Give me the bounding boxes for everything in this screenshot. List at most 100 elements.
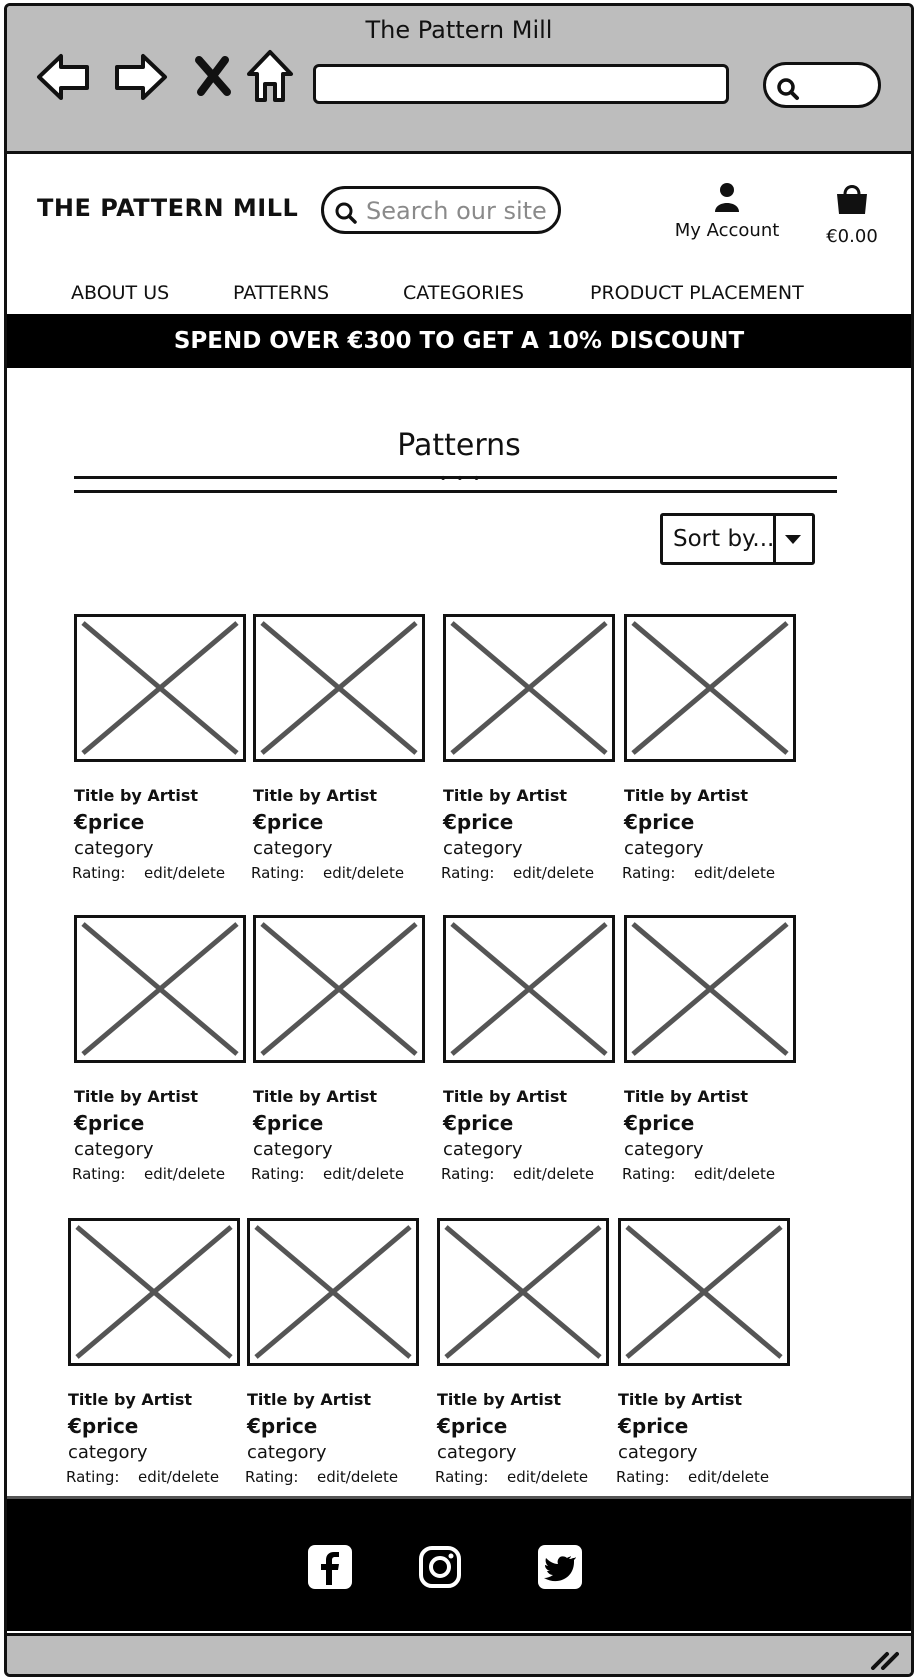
product-price: €price bbox=[74, 1111, 145, 1135]
product-rating: Rating: bbox=[72, 1165, 126, 1183]
product-price: €price bbox=[253, 1111, 324, 1135]
product-category: category bbox=[68, 1442, 148, 1463]
product-image-placeholder[interactable] bbox=[624, 915, 796, 1063]
twitter-icon[interactable] bbox=[538, 1545, 582, 1589]
product-category: category bbox=[618, 1442, 698, 1463]
product-price: €price bbox=[624, 810, 695, 834]
product-rating: Rating: bbox=[72, 864, 126, 882]
cart-link[interactable]: €0.00 bbox=[812, 182, 892, 247]
nav-item-about-us[interactable]: ABOUT US bbox=[71, 282, 170, 304]
product-image-placeholder[interactable] bbox=[443, 915, 615, 1063]
user-icon bbox=[715, 183, 739, 212]
title-divider-top bbox=[74, 476, 837, 479]
product-image-placeholder[interactable] bbox=[437, 1218, 609, 1366]
edit-delete-link[interactable]: edit/delete bbox=[144, 864, 226, 882]
page-title: Patterns bbox=[397, 428, 521, 463]
product-price: €price bbox=[443, 1111, 514, 1135]
edit-delete-link[interactable]: edit/delete bbox=[513, 1165, 595, 1183]
product-rating: Rating: bbox=[251, 864, 305, 882]
promo-banner: SPEND OVER €300 TO GET A 10% DISCOUNT bbox=[7, 314, 911, 368]
browser-status-bar bbox=[7, 1633, 911, 1674]
home-icon[interactable] bbox=[245, 48, 295, 108]
product-image-placeholder[interactable] bbox=[443, 614, 615, 762]
product-title[interactable]: Title by Artist bbox=[624, 786, 748, 805]
product-category: category bbox=[624, 1139, 704, 1160]
product-image-placeholder[interactable] bbox=[253, 915, 425, 1063]
product-image-placeholder[interactable] bbox=[618, 1218, 790, 1366]
product-image-placeholder[interactable] bbox=[253, 614, 425, 762]
browser-toolbar: The Pattern Mill bbox=[7, 6, 911, 154]
footer bbox=[7, 1496, 911, 1631]
product-image-placeholder[interactable] bbox=[247, 1218, 419, 1366]
edit-delete-link[interactable]: edit/delete bbox=[317, 1468, 399, 1486]
shopping-bag-icon bbox=[837, 185, 867, 214]
nav-item-product-placement[interactable]: PRODUCT PLACEMENT bbox=[590, 282, 804, 304]
window-title: The Pattern Mill bbox=[365, 16, 553, 44]
product-price: €price bbox=[624, 1111, 695, 1135]
product-title[interactable]: Title by Artist bbox=[253, 1087, 377, 1106]
product-rating: Rating: bbox=[441, 1165, 495, 1183]
product-rating: Rating: bbox=[435, 1468, 489, 1486]
edit-delete-link[interactable]: edit/delete bbox=[323, 864, 405, 882]
resize-grip-icon[interactable] bbox=[869, 1648, 899, 1670]
site-logo[interactable]: THE PATTERN MILL bbox=[37, 194, 299, 222]
edit-delete-link[interactable]: edit/delete bbox=[323, 1165, 405, 1183]
product-category: category bbox=[253, 838, 333, 859]
product-price: €price bbox=[443, 810, 514, 834]
product-image-placeholder[interactable] bbox=[74, 915, 246, 1063]
edit-delete-link[interactable]: edit/delete bbox=[694, 864, 776, 882]
product-price: €price bbox=[68, 1414, 139, 1438]
edit-delete-link[interactable]: edit/delete bbox=[507, 1468, 589, 1486]
product-price: €price bbox=[253, 810, 324, 834]
edit-delete-link[interactable]: edit/delete bbox=[138, 1468, 220, 1486]
edit-delete-link[interactable]: edit/delete bbox=[513, 864, 595, 882]
nav-item-categories[interactable]: CATEGORIES bbox=[403, 282, 524, 304]
product-title[interactable]: Title by Artist bbox=[74, 1087, 198, 1106]
product-price: €price bbox=[74, 810, 145, 834]
product-price: €price bbox=[437, 1414, 508, 1438]
product-rating: Rating: bbox=[622, 1165, 676, 1183]
product-image-placeholder[interactable] bbox=[74, 614, 246, 762]
product-title[interactable]: Title by Artist bbox=[247, 1390, 371, 1409]
product-title[interactable]: Title by Artist bbox=[443, 786, 567, 805]
account-link[interactable]: My Account bbox=[667, 182, 787, 241]
product-rating: Rating: bbox=[616, 1468, 670, 1486]
product-rating: Rating: bbox=[66, 1468, 120, 1486]
product-rating: Rating: bbox=[622, 864, 676, 882]
site-search-input[interactable]: Search our site bbox=[321, 186, 561, 234]
product-title[interactable]: Title by Artist bbox=[74, 786, 198, 805]
sort-select[interactable]: Sort by... bbox=[660, 513, 815, 565]
title-divider-ornament: • • • bbox=[439, 471, 483, 487]
browser-search[interactable] bbox=[763, 62, 881, 108]
cart-total: €0.00 bbox=[826, 226, 878, 247]
product-title[interactable]: Title by Artist bbox=[618, 1390, 742, 1409]
product-image-placeholder[interactable] bbox=[68, 1218, 240, 1366]
back-icon[interactable] bbox=[35, 50, 93, 108]
product-title[interactable]: Title by Artist bbox=[253, 786, 377, 805]
product-price: €price bbox=[618, 1414, 689, 1438]
browser-window: The Pattern Mill THE PATTERN MILL Search… bbox=[4, 3, 914, 1677]
product-title[interactable]: Title by Artist bbox=[624, 1087, 748, 1106]
search-placeholder: Search our site bbox=[366, 197, 547, 225]
product-title[interactable]: Title by Artist bbox=[437, 1390, 561, 1409]
edit-delete-link[interactable]: edit/delete bbox=[688, 1468, 770, 1486]
product-category: category bbox=[437, 1442, 517, 1463]
product-category: category bbox=[443, 1139, 523, 1160]
product-rating: Rating: bbox=[251, 1165, 305, 1183]
facebook-icon[interactable] bbox=[308, 1545, 352, 1589]
address-bar[interactable] bbox=[313, 64, 729, 104]
chevron-down-icon[interactable] bbox=[773, 516, 812, 562]
sort-label: Sort by... bbox=[673, 526, 775, 552]
product-category: category bbox=[443, 838, 523, 859]
product-image-placeholder[interactable] bbox=[624, 614, 796, 762]
edit-delete-link[interactable]: edit/delete bbox=[144, 1165, 226, 1183]
instagram-icon[interactable] bbox=[418, 1545, 462, 1589]
stop-icon[interactable] bbox=[193, 56, 233, 100]
product-price: €price bbox=[247, 1414, 318, 1438]
product-title[interactable]: Title by Artist bbox=[68, 1390, 192, 1409]
main-nav: ABOUT US PATTERNS CATEGORIES PRODUCT PLA… bbox=[7, 282, 911, 312]
forward-icon[interactable] bbox=[111, 50, 169, 108]
nav-item-patterns[interactable]: PATTERNS bbox=[233, 282, 330, 304]
product-title[interactable]: Title by Artist bbox=[443, 1087, 567, 1106]
edit-delete-link[interactable]: edit/delete bbox=[694, 1165, 776, 1183]
